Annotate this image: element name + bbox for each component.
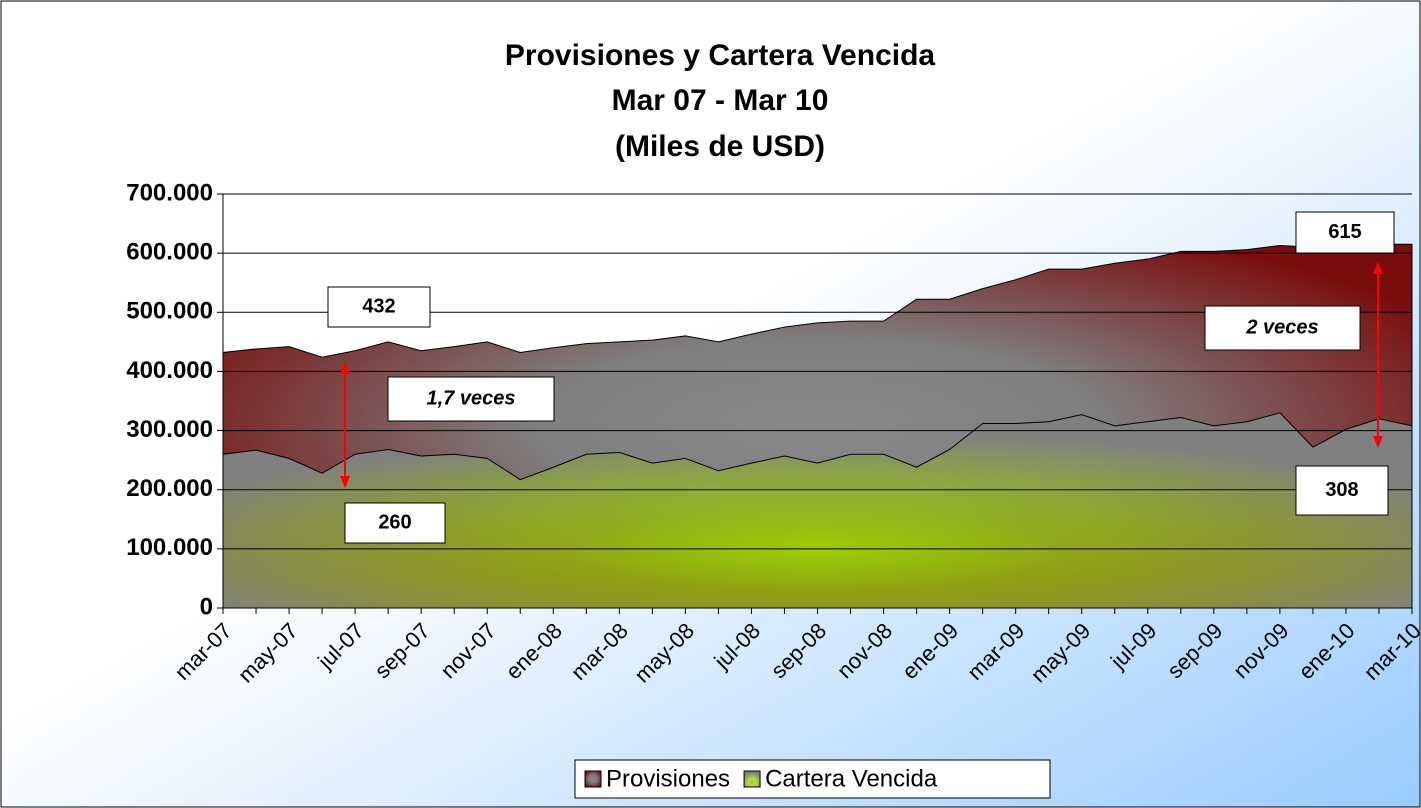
y-tick-label: 600.000 bbox=[126, 238, 213, 265]
annotation-box bbox=[327, 286, 431, 328]
annotation-box bbox=[1204, 305, 1361, 351]
chart-subtitle: Mar 07 - Mar 10 bbox=[612, 84, 829, 117]
legend-swatch bbox=[743, 770, 761, 788]
arrow-head bbox=[1373, 262, 1383, 274]
legend-label: Provisiones bbox=[606, 765, 730, 792]
chart-title: Provisiones y Cartera Vencida bbox=[505, 39, 936, 72]
arrow-head bbox=[340, 476, 350, 488]
y-tick-label: 300.000 bbox=[126, 416, 213, 443]
y-tick-label: 400.000 bbox=[126, 357, 213, 384]
y-tick-label: 100.000 bbox=[126, 534, 213, 561]
y-tick-label: 200.000 bbox=[126, 475, 213, 502]
y-tick-label: 0 bbox=[200, 593, 213, 620]
y-tick-label: 700.000 bbox=[126, 179, 213, 206]
y-tick-label: 500.000 bbox=[126, 298, 213, 325]
annotation-box bbox=[387, 376, 555, 422]
annotation: 615 bbox=[1328, 221, 1361, 243]
annotation-box bbox=[1295, 465, 1389, 516]
annotation: 260 bbox=[378, 511, 411, 533]
legend-swatch bbox=[584, 770, 602, 788]
legend-box bbox=[574, 759, 1051, 799]
annotation: 1,7 veces bbox=[427, 387, 516, 409]
annotation: 2 veces bbox=[1245, 316, 1318, 338]
annotation-box bbox=[344, 502, 446, 544]
chart-subtitle: (Miles de USD) bbox=[615, 130, 825, 163]
area bbox=[222, 412, 1413, 609]
annotation: 308 bbox=[1325, 479, 1358, 501]
arrow-head bbox=[340, 362, 350, 374]
legend-label: Cartera Vencida bbox=[765, 765, 938, 792]
annotation-box bbox=[1295, 211, 1395, 254]
arrow-head bbox=[1373, 436, 1383, 448]
annotation: 432 bbox=[362, 295, 395, 317]
